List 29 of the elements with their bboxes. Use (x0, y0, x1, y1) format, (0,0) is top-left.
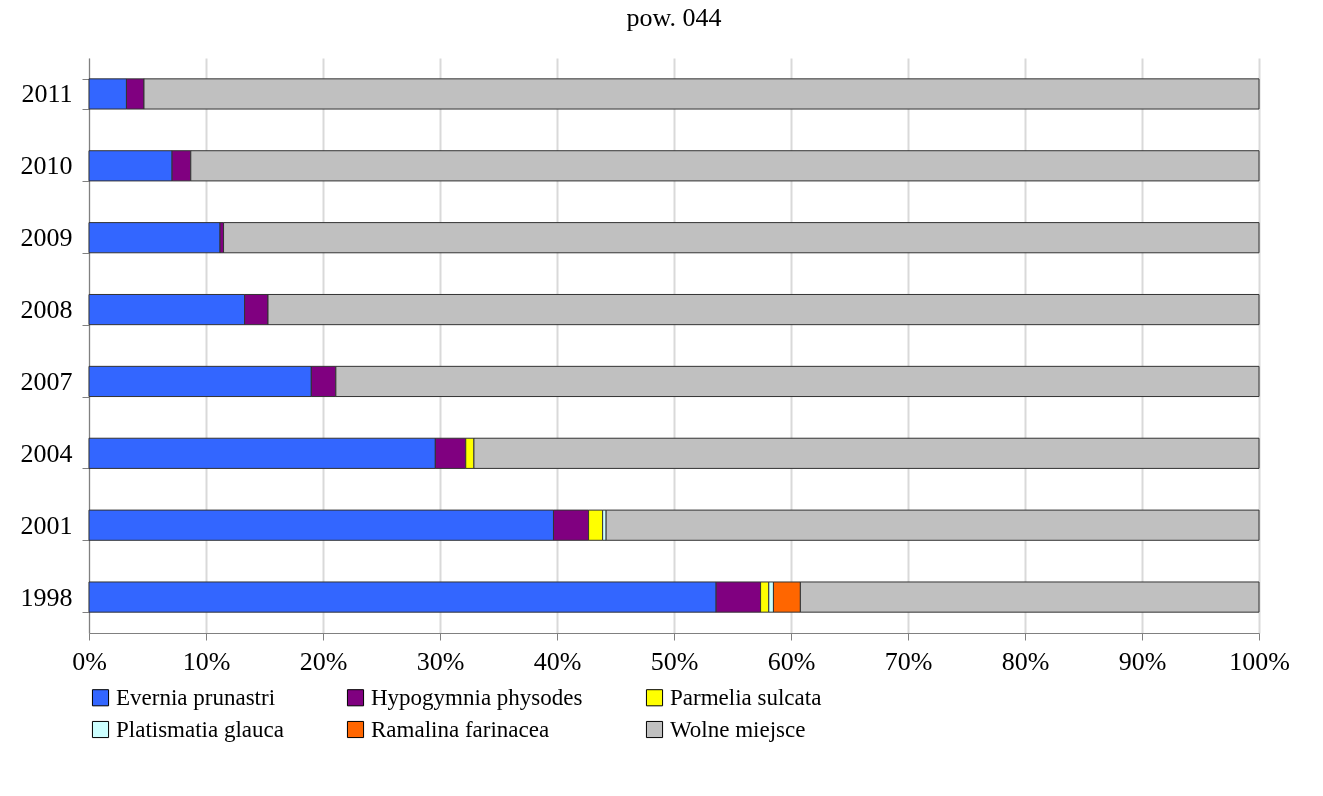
x-tick-label: 0% (72, 646, 107, 676)
bar (223, 222, 1260, 254)
y-tick-label: 1998 (20, 582, 73, 612)
x-tick-label: 100% (1229, 646, 1290, 676)
bar (605, 509, 1260, 541)
x-tick-label: 10% (182, 646, 231, 676)
x-tick-label: 30% (416, 646, 465, 676)
y-tick-label: 2008 (20, 295, 73, 325)
x-tick-label: 90% (1118, 646, 1167, 676)
y-tick-label: 2007 (20, 366, 73, 396)
y-tick-label: 2009 (20, 223, 73, 253)
x-tick-label: 20% (299, 646, 348, 676)
bar (88, 222, 221, 254)
x-tick-label: 60% (767, 646, 816, 676)
legend-label: Wolne miejsce (670, 716, 806, 742)
x-tick-label: 50% (650, 646, 699, 676)
legend-label: Ramalina farinacea (371, 716, 550, 742)
y-tick-label: 2010 (20, 151, 73, 181)
legend-label: Platismatia glauca (116, 716, 284, 742)
y-tick-label: 2001 (20, 510, 73, 540)
x-tick-label: 80% (1001, 646, 1050, 676)
legend-label: Evernia prunastri (116, 684, 276, 710)
chart-title: pow. 044 (626, 3, 722, 32)
y-tick-label: 2011 (21, 79, 73, 109)
y-tick-label: 2004 (20, 438, 73, 468)
x-tick-label: 70% (884, 646, 933, 676)
legend-label: Hypogymnia physodes (371, 684, 583, 710)
legend-label: Parmelia sulcata (670, 684, 822, 710)
x-tick-label: 40% (533, 646, 582, 676)
